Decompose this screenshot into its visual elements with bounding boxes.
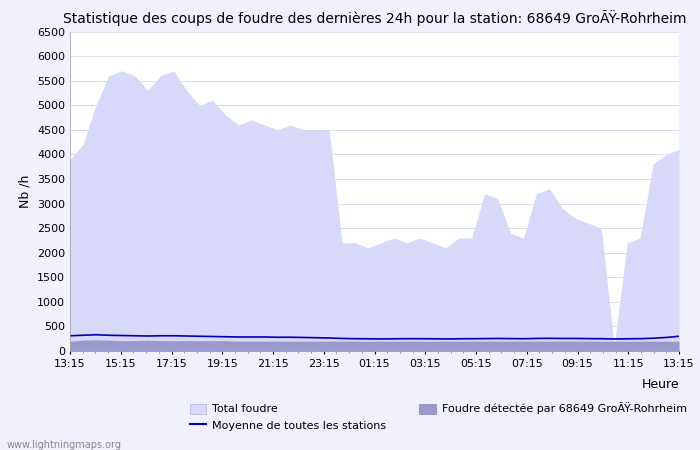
Text: www.lightningmaps.org: www.lightningmaps.org <box>7 440 122 450</box>
Title: Statistique des coups de foudre des dernières 24h pour la station: 68649 GroÃŸ-R: Statistique des coups de foudre des dern… <box>63 10 686 26</box>
Legend: Total foudre, Moyenne de toutes les stations, Foudre détectée par 68649 GroÃŸ-Ro: Total foudre, Moyenne de toutes les stat… <box>186 398 691 435</box>
Text: Heure: Heure <box>641 378 679 391</box>
Y-axis label: Nb /h: Nb /h <box>18 175 32 208</box>
